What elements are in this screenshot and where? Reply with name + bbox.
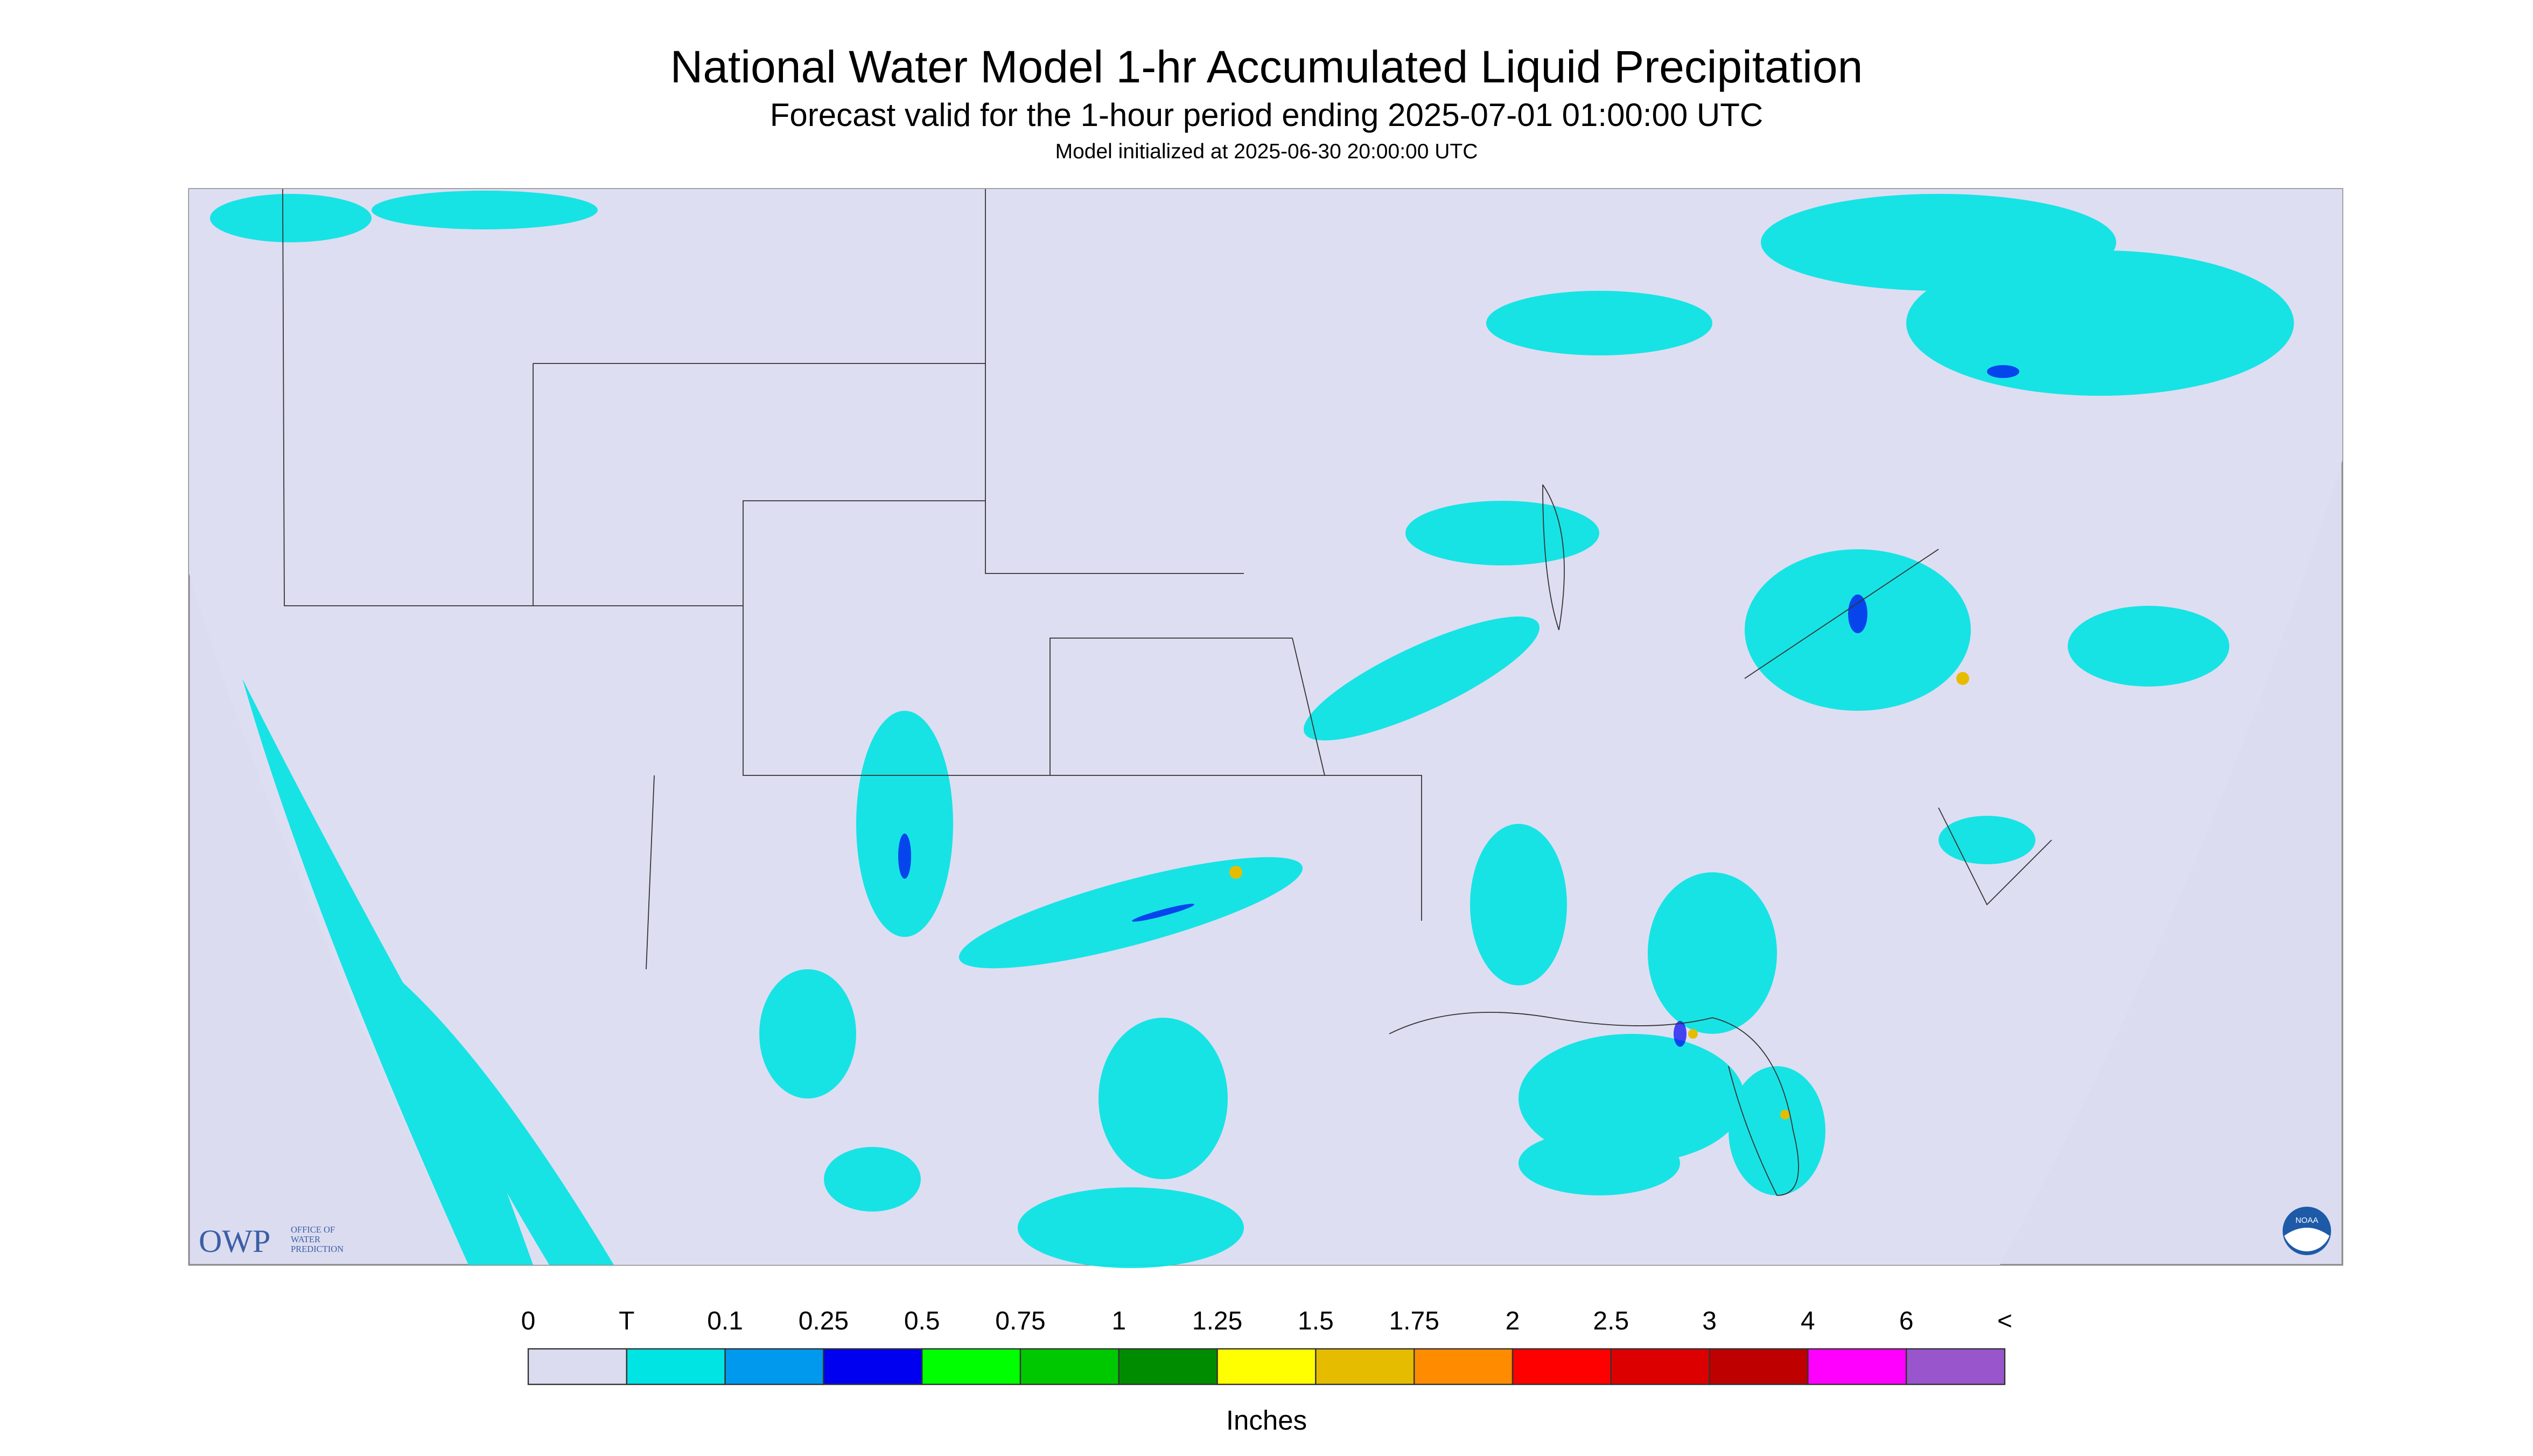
legend-label: 6 — [1899, 1307, 1914, 1335]
legend-swatch — [823, 1348, 923, 1385]
legend-swatch — [1512, 1348, 1612, 1385]
legend-swatch — [1315, 1348, 1415, 1385]
legend-label: 1 — [1111, 1307, 1126, 1335]
title: National Water Model 1-hr Accumulated Li… — [670, 41, 1863, 92]
map: OWP OFFICE OF WATER PREDICTION NOAA — [188, 188, 2343, 1269]
subtitle: Forecast valid for the 1-hour period end… — [770, 97, 1763, 133]
legend-label: 0.25 — [799, 1307, 849, 1335]
legend-swatch — [1709, 1348, 1809, 1385]
legend-label: < — [1997, 1307, 2012, 1335]
legend-label: 0.75 — [995, 1307, 1045, 1335]
legend-label: 0 — [521, 1307, 536, 1335]
legend-swatch — [626, 1348, 726, 1385]
owp-line: PREDICTION — [291, 1244, 344, 1254]
owp-logo: OWP — [199, 1223, 270, 1259]
init-note: Model initialized at 2025-06-30 20:00:00… — [1055, 140, 1478, 163]
legend: 0 T 0.1 0.25 0.5 0.75 1 1.25 1.5 1.75 2 2.5 3 4 6 < — [521, 1307, 2012, 1385]
legend-label: 0.1 — [707, 1307, 743, 1335]
legend-swatch — [527, 1348, 628, 1385]
legend-swatch — [1905, 1348, 2006, 1385]
noaa-text: NOAA — [2296, 1216, 2319, 1225]
owp-line: WATER — [291, 1234, 320, 1244]
legend-swatch — [921, 1348, 1021, 1385]
legend-swatch — [1216, 1348, 1317, 1385]
legend-swatch — [1610, 1348, 1710, 1385]
legend-swatch — [724, 1348, 824, 1385]
legend-swatch — [1019, 1348, 1120, 1385]
legend-label: 3 — [1702, 1307, 1717, 1335]
legend-label: 1.5 — [1298, 1307, 1334, 1335]
legend-label: 4 — [1801, 1307, 1815, 1335]
legend-swatch — [1807, 1348, 1907, 1385]
legend-swatch — [1118, 1348, 1218, 1385]
legend-unit: Inches — [1226, 1405, 1307, 1436]
legend-label: 1.25 — [1192, 1307, 1242, 1335]
legend-label: T — [619, 1307, 634, 1335]
legend-swatch — [1414, 1348, 1514, 1385]
owp-line: OFFICE OF — [291, 1224, 335, 1235]
legend-label: 2 — [1506, 1307, 1520, 1335]
legend-label: 1.75 — [1389, 1307, 1439, 1335]
legend-label: 2.5 — [1593, 1307, 1629, 1335]
legend-label: 0.5 — [904, 1307, 940, 1335]
